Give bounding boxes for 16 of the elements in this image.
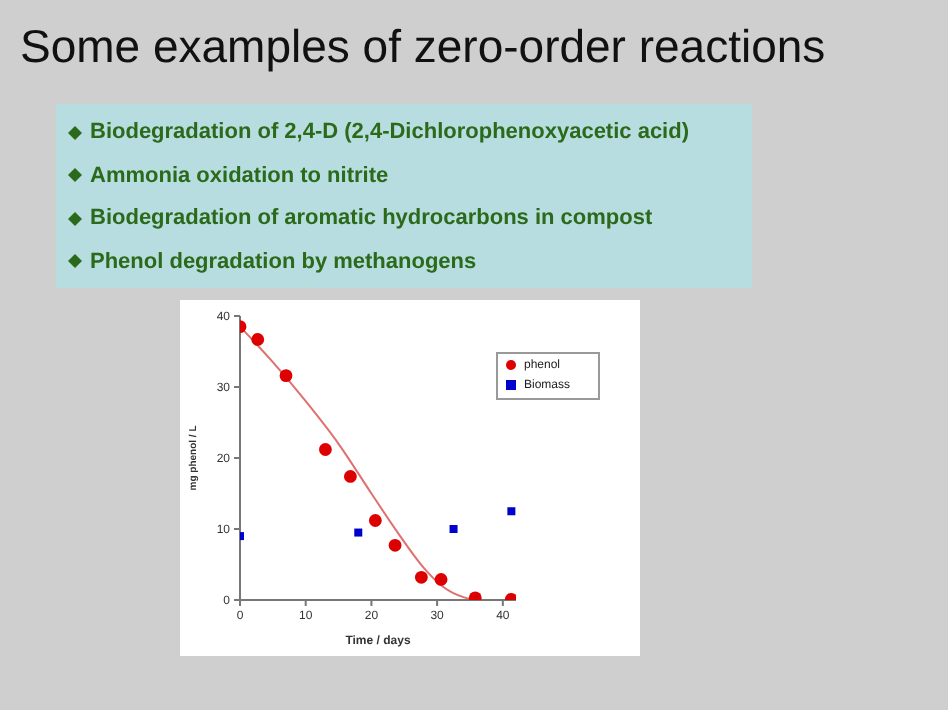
point xyxy=(343,470,357,483)
point xyxy=(354,528,363,537)
point xyxy=(368,514,382,527)
point xyxy=(507,507,516,516)
text: Phenol degradation by methanogens xyxy=(88,247,479,277)
text: Biodegradation of aromatic hydrocarbons in compost xyxy=(88,204,655,234)
point xyxy=(388,538,402,552)
text: Ammonia oxidation to nitrite xyxy=(88,161,391,191)
chart-title: Some examples of zero-order reactions xyxy=(20,20,826,74)
point xyxy=(319,443,332,456)
point xyxy=(449,525,458,533)
point xyxy=(279,369,293,383)
point xyxy=(251,333,265,346)
point xyxy=(434,573,448,586)
text: Biodegradation of 2,4-D (2,4-Dichlorophenoxyacetic acid) xyxy=(88,118,691,148)
point xyxy=(414,570,428,584)
